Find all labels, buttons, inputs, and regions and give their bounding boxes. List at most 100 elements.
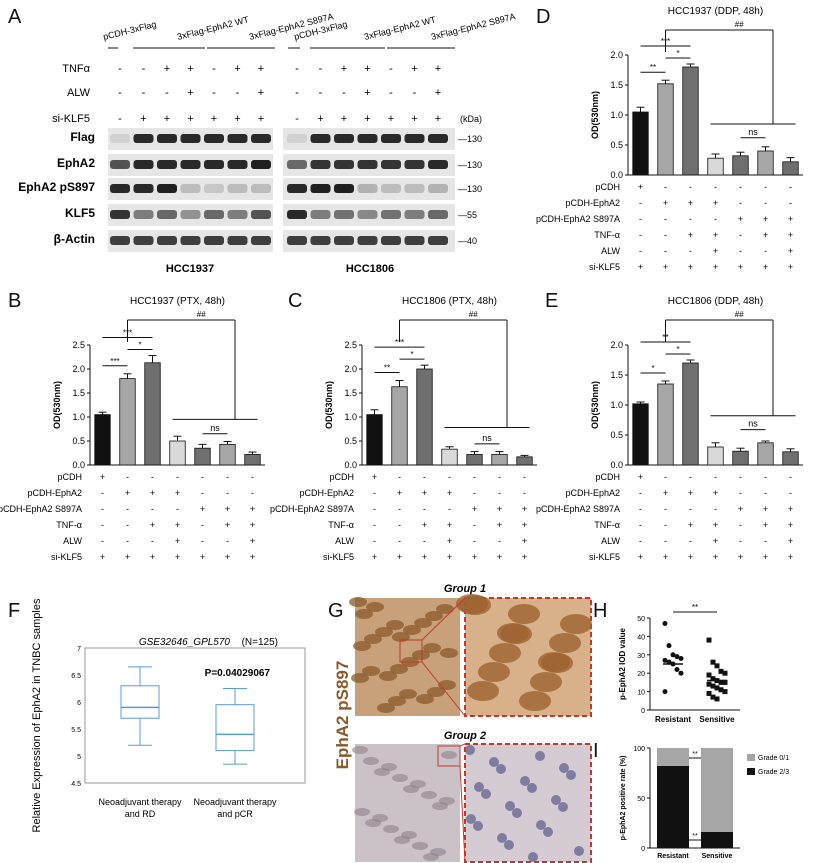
treatment-sign: - xyxy=(201,472,204,482)
y-tick-label: 30 xyxy=(637,653,645,660)
treatment-sign: - xyxy=(789,472,792,482)
treatment-sign: + xyxy=(497,504,502,514)
treatment-row-label: ALW xyxy=(67,87,91,99)
blot-band xyxy=(428,184,448,193)
blot-band xyxy=(404,160,425,169)
nucleus xyxy=(496,764,506,774)
treatment-sign: + xyxy=(713,246,718,256)
data-point-sensitive xyxy=(706,681,712,687)
treatment-row-label: TNF-α xyxy=(328,520,354,530)
nucleus xyxy=(574,846,584,856)
treatment-sign: - xyxy=(639,536,642,546)
treatment-sign: + xyxy=(763,214,768,224)
sig-label: * xyxy=(676,49,679,58)
treatment-sign: + xyxy=(200,504,205,514)
treatment-sign: - xyxy=(689,214,692,224)
blot-band xyxy=(428,134,448,143)
data-point-sensitive xyxy=(714,685,720,691)
stain-blob xyxy=(349,597,367,607)
stain-blob xyxy=(541,653,573,673)
y-axis-label: OD(530nm) xyxy=(52,381,62,429)
blot-band xyxy=(287,134,307,143)
treatment-sign: - xyxy=(251,472,254,482)
panel-label-i: I xyxy=(593,740,599,762)
bar xyxy=(757,442,774,466)
stain-blob xyxy=(351,673,369,683)
treatment-sign: - xyxy=(739,536,742,546)
treatment-row-label: pCDH-EphA2 S897A xyxy=(536,214,620,224)
stain-label: EphA2 pS897 xyxy=(333,661,352,770)
blot-band xyxy=(204,184,224,193)
blot-band xyxy=(404,134,425,143)
treatment-sign: + xyxy=(250,504,255,514)
blot-band xyxy=(357,236,378,245)
stain-blob xyxy=(436,604,454,614)
blot-band xyxy=(357,160,378,169)
treatment-sign: - xyxy=(473,472,476,482)
blot-band xyxy=(180,134,201,143)
treatment-sign: - xyxy=(714,504,717,514)
blot-band xyxy=(204,160,224,169)
treatment-sign: + xyxy=(150,520,155,530)
tissue-blob xyxy=(354,808,370,816)
group-label: Group 1 xyxy=(444,583,486,595)
treatment-sign: + xyxy=(663,198,668,208)
stain-blob xyxy=(364,634,382,644)
blot-band xyxy=(180,236,201,245)
blot-header: 3xFlag-EphA2 WT xyxy=(176,14,250,42)
nucleus xyxy=(535,751,545,761)
treatment-sign: - xyxy=(664,472,667,482)
y-tick-label: 1.0 xyxy=(344,412,357,422)
treatment-row-label: ALW xyxy=(601,536,620,546)
treatment-row-label: TNF-α xyxy=(56,520,82,530)
stain-blob xyxy=(427,687,445,697)
treatment-sign: + xyxy=(447,536,452,546)
data-point-sensitive xyxy=(710,676,716,682)
treatment-sign: - xyxy=(118,63,122,75)
treatment-row-label: si-KLF5 xyxy=(52,113,90,125)
y-tick-label: 2.0 xyxy=(610,50,623,60)
blot-band xyxy=(227,236,248,245)
blot-band xyxy=(227,210,248,219)
blot-band xyxy=(110,134,130,143)
band-label: EphA2 pS897 xyxy=(18,180,95,194)
treatment-sign: + xyxy=(788,246,793,256)
data-point-sensitive xyxy=(706,672,712,678)
treatment-sign: - xyxy=(319,63,323,75)
panel-label-b: B xyxy=(8,290,22,312)
blot-band xyxy=(428,160,448,169)
treatment-sign: - xyxy=(373,504,376,514)
treatment-sign: - xyxy=(398,520,401,530)
treatment-row-label: pCDH-EphA2 xyxy=(299,488,354,498)
treatment-sign: + xyxy=(175,520,180,530)
sig-label: ** xyxy=(650,63,656,72)
treatment-sign: + xyxy=(738,262,743,272)
legend-label: Grade 2/3 xyxy=(758,769,789,776)
treatment-sign: + xyxy=(397,552,402,562)
bar xyxy=(632,111,649,176)
blot-band xyxy=(404,210,425,219)
blot-band xyxy=(381,236,401,245)
treatment-row-label: TNFα xyxy=(62,63,90,75)
tissue-blob xyxy=(352,746,368,754)
blot-band xyxy=(157,210,177,219)
hash-label: ## xyxy=(735,20,744,29)
tissue-blob xyxy=(363,757,379,765)
blot-band xyxy=(133,236,154,245)
treatment-sign: + xyxy=(250,536,255,546)
nucleus xyxy=(551,795,561,805)
treatment-sign: + xyxy=(164,113,170,125)
band-label: Flag xyxy=(70,130,95,144)
treatment-sign: - xyxy=(689,182,692,192)
treatment-row-label: si-KLF5 xyxy=(589,552,620,562)
y-axis-label: p-EphA2 IOD value xyxy=(618,627,627,700)
nucleus xyxy=(489,757,499,767)
treatment-row-label: pCDH-EphA2 xyxy=(565,488,620,498)
sig-label: * xyxy=(676,345,679,354)
blot-band xyxy=(251,184,271,193)
treatment-sign: - xyxy=(126,536,129,546)
stain-blob xyxy=(377,703,395,713)
y-tick-label: 100 xyxy=(633,746,645,753)
y-axis-label: OD(530nm) xyxy=(590,91,600,139)
stain-blob xyxy=(440,648,458,658)
